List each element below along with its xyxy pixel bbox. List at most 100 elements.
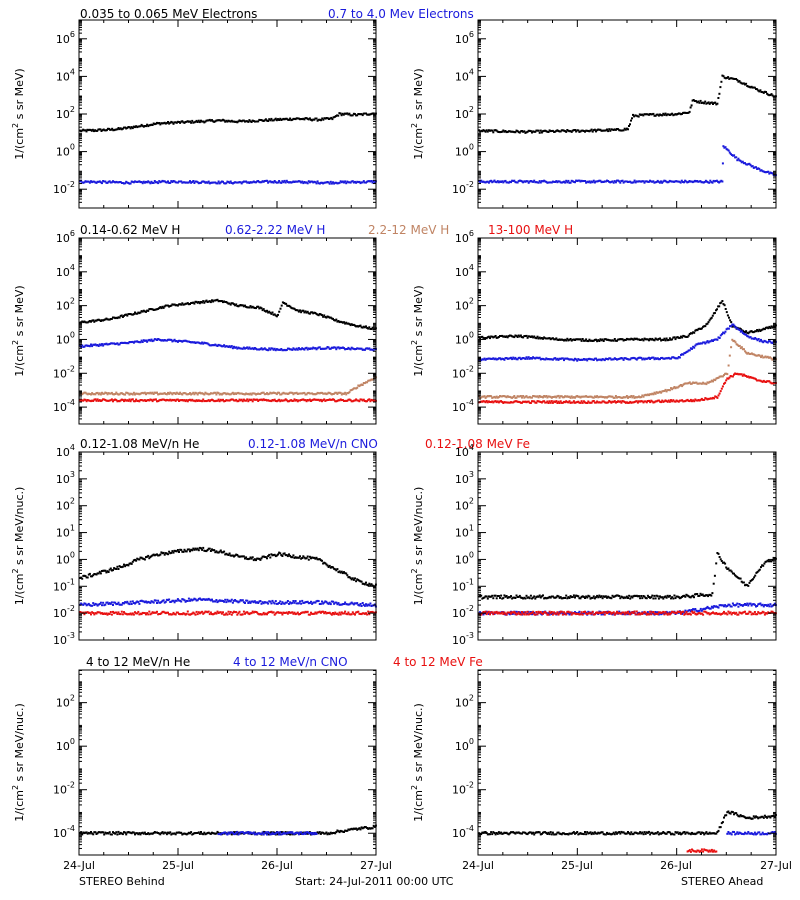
data-point (279, 117, 282, 120)
data-point (537, 181, 540, 184)
data-point (666, 113, 669, 116)
data-point (181, 302, 184, 305)
data-point (290, 181, 293, 184)
data-point (340, 399, 343, 402)
data-point (179, 613, 182, 616)
data-point (180, 548, 183, 551)
data-point (268, 611, 271, 614)
data-point (299, 600, 301, 603)
data-point (326, 392, 329, 395)
data-point (185, 550, 188, 553)
data-point (651, 180, 654, 183)
data-point (223, 119, 226, 122)
data-point (245, 599, 248, 602)
data-point (263, 309, 266, 312)
data-point (198, 181, 201, 184)
data-point (528, 129, 531, 132)
y-tick-label: 10-3 (53, 631, 75, 647)
data-point (132, 181, 135, 184)
data-point (322, 118, 325, 121)
data-point (604, 401, 607, 404)
data-point (303, 348, 306, 351)
data-point (258, 393, 261, 395)
data-point (724, 330, 727, 333)
data-point (294, 118, 297, 121)
data-point (575, 179, 578, 182)
data-point (305, 181, 308, 184)
data-point (120, 603, 123, 606)
data-point (722, 331, 725, 334)
data-point (321, 314, 323, 317)
data-point (363, 583, 366, 586)
data-point (599, 395, 602, 398)
data-point (104, 603, 107, 606)
data-point (219, 344, 222, 347)
data-point (698, 342, 701, 345)
data-point (281, 555, 284, 557)
data-point (141, 557, 144, 560)
data-point (361, 326, 364, 329)
data-point (193, 399, 196, 402)
data-point (229, 600, 232, 603)
legend-row2-item2: 0.12-1.08 MeV Fe (425, 437, 530, 451)
data-point (247, 612, 250, 615)
data-point (599, 401, 602, 404)
data-point (568, 395, 571, 398)
data-point (757, 338, 760, 340)
data-point (336, 346, 339, 349)
data-point (113, 393, 116, 396)
data-point (215, 119, 218, 122)
data-point (128, 398, 131, 401)
data-point (571, 180, 574, 183)
data-point (174, 340, 177, 343)
data-point (366, 613, 369, 616)
data-point (241, 119, 244, 122)
data-point (339, 391, 342, 394)
data-point (228, 399, 231, 402)
data-point (575, 358, 578, 361)
data-point (518, 131, 521, 134)
data-point (674, 338, 677, 341)
data-point (237, 346, 240, 349)
data-point (182, 399, 185, 402)
data-point (153, 308, 156, 311)
data-point (225, 552, 228, 555)
data-point (278, 602, 281, 604)
data-point (362, 398, 365, 401)
data-point (329, 316, 332, 319)
data-point (515, 334, 518, 337)
data-point (127, 602, 130, 605)
data-point (212, 181, 215, 184)
data-point (486, 357, 489, 360)
data-point (505, 181, 508, 184)
data-point (566, 357, 569, 360)
data-point (211, 598, 213, 601)
data-point (763, 328, 766, 331)
data-point (150, 123, 153, 126)
data-point (321, 391, 323, 394)
data-point (719, 180, 722, 183)
data-point (601, 129, 604, 132)
data-point (502, 358, 505, 360)
data-point (143, 339, 146, 342)
data-point (290, 348, 293, 351)
data-point (585, 129, 588, 132)
data-point (136, 600, 139, 603)
data-point (352, 323, 355, 326)
data-point (280, 119, 283, 121)
data-point (169, 398, 172, 401)
data-point (160, 122, 163, 125)
data-point (184, 613, 187, 616)
data-point (682, 383, 685, 386)
y-tick-label: 102 (56, 297, 75, 313)
data-point (171, 613, 174, 616)
data-point (561, 181, 564, 184)
data-point (334, 115, 337, 118)
data-point (227, 610, 230, 613)
data-point (120, 610, 123, 613)
data-point (719, 302, 722, 305)
data-point (277, 348, 279, 351)
data-point (86, 128, 89, 131)
data-point (761, 91, 764, 94)
data-point (355, 325, 358, 328)
